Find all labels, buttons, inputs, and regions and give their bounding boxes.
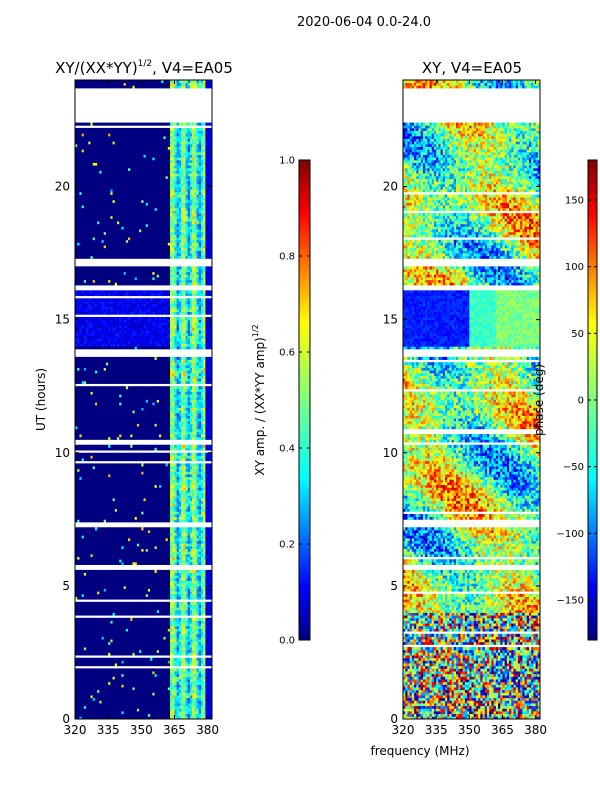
amplitude-title: XY/(XX*YY)1/2, V4=EA05 bbox=[55, 59, 233, 77]
phase-ytick-label: 20 bbox=[383, 180, 398, 194]
amplitude-xtick-label: 365 bbox=[163, 723, 186, 737]
amplitude-ytick-label: 5 bbox=[62, 579, 70, 593]
amplitude-axes-frame bbox=[74, 79, 213, 720]
amplitude-colorbar-tick-label: 0.0 bbox=[279, 636, 295, 647]
phase-xtick-label: 380 bbox=[524, 723, 547, 737]
figure-title: 2020-06-04 0.0-24.0 bbox=[297, 15, 431, 30]
phase-ytick-label: 10 bbox=[383, 446, 398, 460]
phase-colorbar-label: phase (deg) bbox=[532, 364, 546, 436]
amplitude-colorbar-label-main: XY amp. / (XX*YY amp) bbox=[253, 337, 267, 475]
amplitude-colorbar-label: XY amp. / (XX*YY amp)1/2 bbox=[251, 324, 267, 475]
amplitude-colorbar-tick-label: 1.0 bbox=[279, 156, 295, 167]
phase-panel: XY, V4=EA05 320 335 350 365 380 0 5 10 15 20 freq… bbox=[370, 59, 547, 758]
phase-axes-frame bbox=[402, 79, 541, 720]
amplitude-ylabel: UT (hours) bbox=[34, 368, 48, 431]
amplitude-title-sup: 1/2 bbox=[138, 59, 152, 69]
amplitude-colorbar-tick-label: 0.4 bbox=[279, 444, 295, 455]
amplitude-colorbar-tick-label: 0.2 bbox=[279, 540, 295, 551]
phase-axis-ticks: 320 335 350 365 380 0 5 10 15 20 bbox=[383, 80, 547, 737]
amplitude-colorbar-ticks: 0.0 0.2 0.4 0.6 0.8 1.0 bbox=[279, 156, 310, 647]
phase-ytick-label: 15 bbox=[383, 313, 398, 327]
phase-ytick-label: 0 bbox=[390, 712, 398, 726]
amplitude-colorbar: 0.0 0.2 0.4 0.6 0.8 1.0 XY amp. / (XX*YY amp)… bbox=[251, 156, 311, 647]
amplitude-xtick-label: 335 bbox=[97, 723, 120, 737]
amplitude-colorbar-tick-label: 0.6 bbox=[279, 348, 295, 359]
phase-title: XY, V4=EA05 bbox=[422, 59, 522, 77]
phase-colorbar-tick-label: 100 bbox=[565, 262, 584, 273]
phase-ytick-label: 5 bbox=[390, 579, 398, 593]
phase-colorbar-ticks: −150 −100 −50 0 50 100 150 bbox=[557, 196, 597, 607]
phase-xtick-label: 365 bbox=[491, 723, 514, 737]
amplitude-colorbar-bar bbox=[298, 159, 311, 641]
phase-colorbar-tick-label: 150 bbox=[565, 196, 584, 207]
amplitude-heatmap bbox=[75, 80, 212, 719]
phase-colorbar-tick-label: 50 bbox=[571, 329, 584, 340]
amplitude-xtick-label: 380 bbox=[196, 723, 219, 737]
amplitude-ytick-label: 20 bbox=[55, 180, 70, 194]
amplitude-title-rest: , V4=EA05 bbox=[152, 59, 233, 77]
amplitude-panel: XY/(XX*YY)1/2, V4=EA05 320 335 350 365 380 0 5… bbox=[34, 59, 233, 737]
phase-heatmap bbox=[403, 80, 540, 719]
amplitude-xtick-label: 320 bbox=[64, 723, 87, 737]
amplitude-ytick-label: 15 bbox=[55, 313, 70, 327]
amplitude-colorbar-tick-label: 0.8 bbox=[279, 252, 295, 263]
amplitude-ytick-label: 10 bbox=[55, 446, 70, 460]
phase-colorbar-tick-label: −150 bbox=[557, 596, 584, 607]
amplitude-colorbar-label-sup: 1/2 bbox=[251, 324, 260, 337]
amplitude-title-main: XY/(XX*YY) bbox=[55, 59, 138, 77]
amplitude-axis-ticks: 320 335 350 365 380 0 5 10 15 20 bbox=[55, 80, 219, 737]
phase-colorbar-tick-label: 0 bbox=[578, 396, 584, 407]
phase-xtick-label: 320 bbox=[392, 723, 415, 737]
phase-colorbar-tick-label: −50 bbox=[563, 462, 584, 473]
phase-xtick-label: 350 bbox=[458, 723, 481, 737]
phase-xtick-label: 335 bbox=[425, 723, 448, 737]
amplitude-xtick-label: 350 bbox=[130, 723, 153, 737]
frequency-xlabel: frequency (MHz) bbox=[370, 744, 469, 758]
phase-colorbar-tick-label: −100 bbox=[557, 529, 584, 540]
phase-colorbar: −150 −100 −50 0 50 100 150 phase (deg) bbox=[532, 159, 598, 641]
amplitude-ytick-label: 0 bbox=[62, 712, 70, 726]
